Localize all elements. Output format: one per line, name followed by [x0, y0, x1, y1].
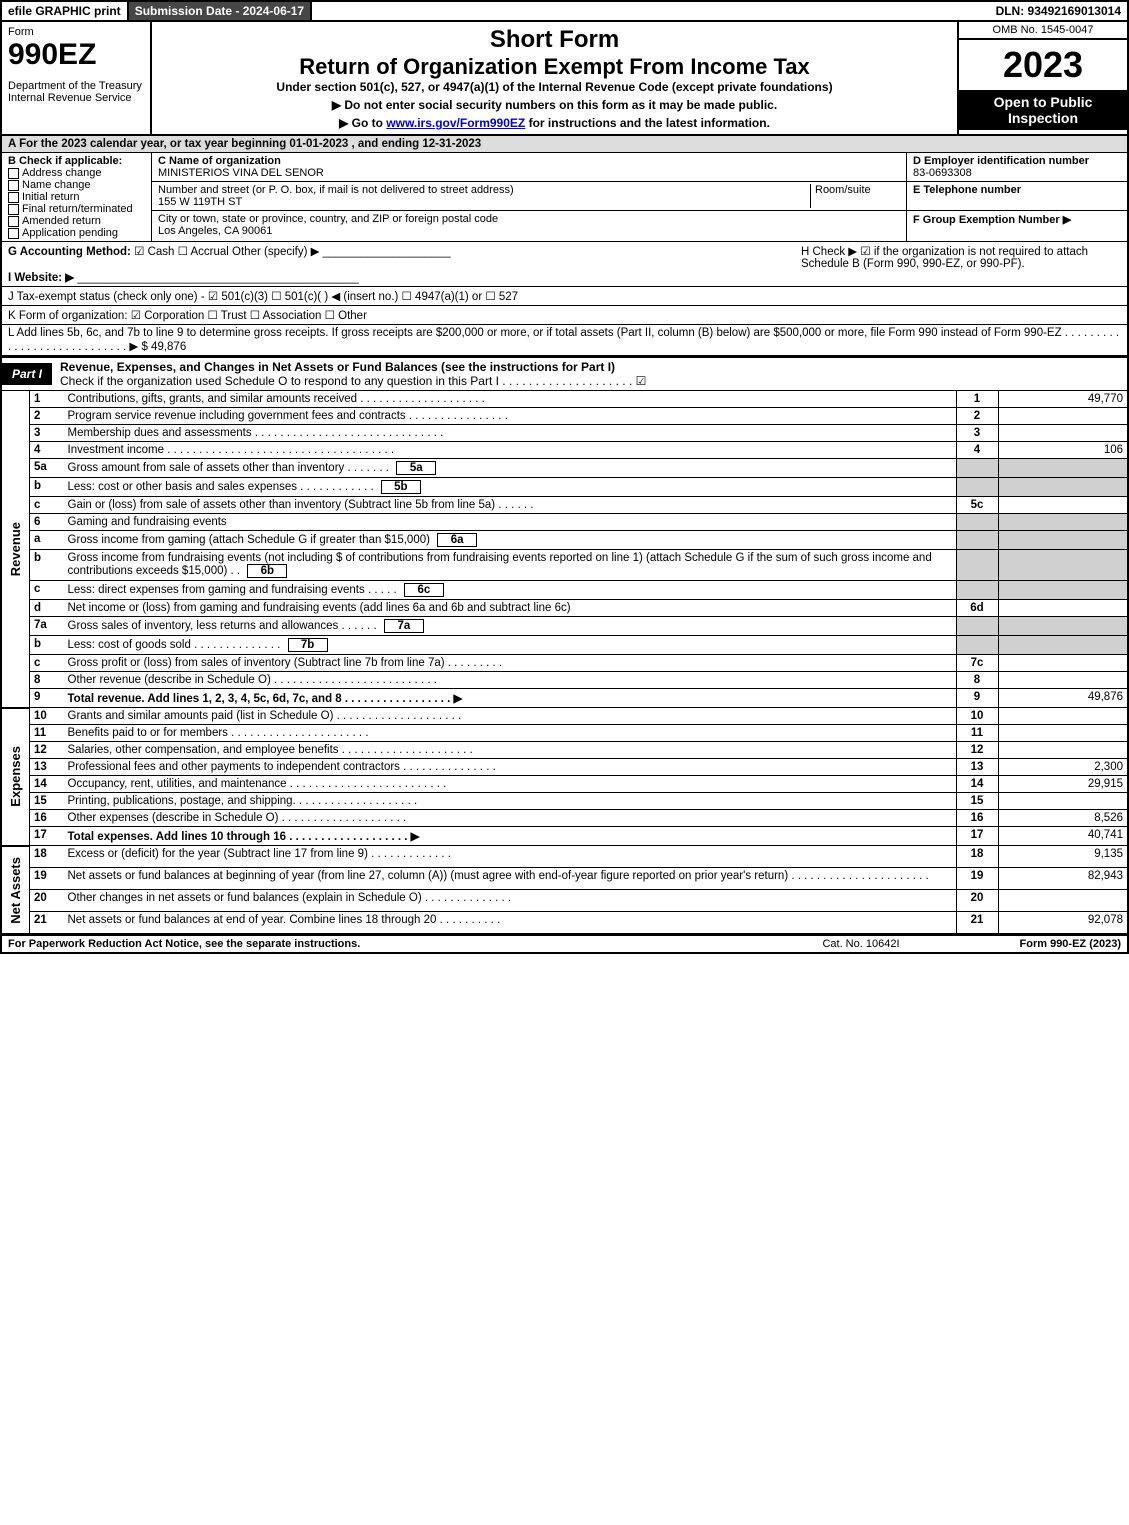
row-14-value: 29,915	[998, 776, 1128, 793]
section-def: D Employer identification number 83-0693…	[907, 153, 1127, 241]
row-13-value: 2,300	[998, 759, 1128, 776]
title-col: Short Form Return of Organization Exempt…	[152, 22, 957, 134]
d-label: D Employer identification number	[913, 155, 1089, 167]
section-gh: G Accounting Method: ☑ Cash ☐ Accrual Ot…	[0, 242, 1129, 287]
part-1-title: Revenue, Expenses, and Changes in Net As…	[60, 360, 615, 374]
g-label: G Accounting Method:	[8, 246, 131, 258]
efile-label[interactable]: efile GRAPHIC print	[2, 2, 129, 20]
form-word: Form	[8, 26, 144, 38]
b-item-4[interactable]: Amended return	[8, 215, 145, 227]
footer-left: For Paperwork Reduction Act Notice, see …	[8, 938, 360, 950]
short-form-title: Short Form	[158, 26, 951, 54]
org-name: MINISTERIOS VINA DEL SENOR	[158, 167, 324, 179]
irs-link[interactable]: www.irs.gov/Form990EZ	[386, 116, 525, 130]
row-21-value: 92,078	[998, 912, 1128, 935]
subtitle: Under section 501(c), 527, or 4947(a)(1)…	[158, 80, 951, 94]
dept-treasury: Department of the Treasury	[8, 80, 144, 92]
ein-value: 83-0693308	[913, 167, 972, 179]
b-item-5[interactable]: Application pending	[8, 227, 145, 239]
goto-link-line: ▶ Go to www.irs.gov/Form990EZ for instru…	[158, 116, 951, 130]
netassets-label: Net Assets	[6, 849, 25, 932]
c-city-label: City or town, state or province, country…	[158, 213, 498, 225]
row-18-value: 9,135	[998, 846, 1128, 868]
section-b: B Check if applicable: Address change Na…	[2, 153, 152, 241]
section-k[interactable]: K Form of organization: ☑ Corporation ☐ …	[0, 306, 1129, 325]
b-item-0[interactable]: Address change	[8, 167, 145, 179]
expenses-label: Expenses	[6, 738, 25, 815]
f-label: F Group Exemption Number ▶	[913, 214, 1071, 226]
part1-table: Revenue 1 Contributions, gifts, grants, …	[0, 391, 1129, 935]
right-col: OMB No. 1545-0047 2023 Open to Public In…	[957, 22, 1127, 134]
section-a-taxyear: A For the 2023 calendar year, or tax yea…	[0, 136, 1129, 153]
part-1-header: Part I Revenue, Expenses, and Changes in…	[0, 356, 1129, 391]
row-1-text: Contributions, gifts, grants, and simila…	[64, 391, 957, 408]
open-to-public: Open to Public Inspection	[959, 90, 1127, 130]
main-title: Return of Organization Exempt From Incom…	[158, 54, 951, 80]
room-suite-label: Room/suite	[810, 184, 900, 208]
row-9-value: 49,876	[998, 689, 1128, 708]
section-j[interactable]: J Tax-exempt status (check only one) - ☑…	[0, 287, 1129, 306]
part-1-tab: Part I	[2, 363, 52, 385]
dept-irs: Internal Revenue Service	[8, 92, 144, 104]
row-4-value: 106	[998, 442, 1128, 459]
form-id-col: Form 990EZ Department of the Treasury In…	[2, 22, 152, 134]
c-street-label: Number and street (or P. O. box, if mail…	[158, 184, 514, 196]
org-street: 155 W 119TH ST	[158, 196, 242, 208]
form-number: 990EZ	[8, 38, 144, 72]
b-item-1[interactable]: Name change	[8, 179, 145, 191]
row-17-value: 40,741	[998, 827, 1128, 846]
tax-year: 2023	[959, 40, 1127, 90]
section-c: C Name of organization MINISTERIOS VINA …	[152, 153, 907, 241]
page-footer: For Paperwork Reduction Act Notice, see …	[0, 935, 1129, 954]
org-city: Los Angeles, CA 90061	[158, 225, 272, 237]
section-l: L Add lines 5b, 6c, and 7b to line 9 to …	[0, 325, 1129, 356]
top-bar: efile GRAPHIC print Submission Date - 20…	[0, 0, 1129, 22]
part-1-checkline[interactable]: Check if the organization used Schedule …	[60, 374, 646, 388]
c-name-label: C Name of organization	[158, 155, 281, 167]
e-label: E Telephone number	[913, 184, 1021, 196]
b-header: B Check if applicable:	[8, 155, 145, 167]
section-bcdef: B Check if applicable: Address change Na…	[0, 153, 1129, 242]
row-1-value: 49,770	[998, 391, 1128, 408]
footer-formref: Form 990-EZ (2023)	[1020, 938, 1121, 950]
dln-label: DLN: 93492169013014	[990, 2, 1127, 20]
submission-date-button[interactable]: Submission Date - 2024-06-17	[129, 2, 312, 20]
g-options[interactable]: ☑ Cash ☐ Accrual Other (specify) ▶	[134, 246, 319, 258]
revenue-label: Revenue	[6, 514, 25, 584]
row-16-value: 8,526	[998, 810, 1128, 827]
h-check[interactable]: H Check ▶ ☑ if the organization is not r…	[801, 244, 1121, 284]
omb-number: OMB No. 1545-0047	[959, 22, 1127, 40]
footer-catno: Cat. No. 10642I	[822, 938, 899, 950]
b-item-2[interactable]: Initial return	[8, 191, 145, 203]
row-19-value: 82,943	[998, 868, 1128, 890]
b-item-3[interactable]: Final return/terminated	[8, 203, 145, 215]
ssn-warning: ▶ Do not enter social security numbers o…	[158, 98, 951, 112]
i-website: I Website: ▶	[8, 272, 74, 284]
form-header: Form 990EZ Department of the Treasury In…	[0, 22, 1129, 136]
